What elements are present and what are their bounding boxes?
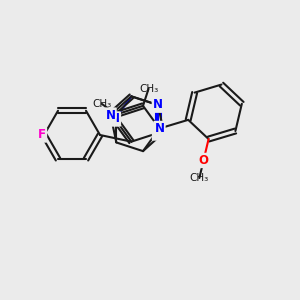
Text: N: N [154,122,164,135]
Text: F: F [38,128,46,142]
Text: O: O [199,154,208,167]
Text: CH₃: CH₃ [190,173,209,183]
Text: N: N [153,98,163,112]
Text: N: N [110,112,120,125]
Text: CH₃: CH₃ [139,84,158,94]
Text: N: N [153,127,163,140]
Text: N: N [106,109,116,122]
Text: CH₃: CH₃ [92,99,111,109]
Text: N: N [153,98,163,112]
